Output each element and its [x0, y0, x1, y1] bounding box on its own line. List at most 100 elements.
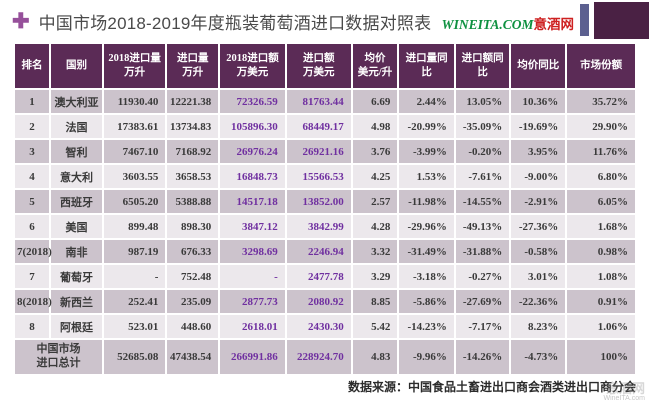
- header-cell: 2018进口额 万美元: [218, 42, 287, 90]
- value-cell: -7.61%: [453, 163, 512, 190]
- value-cell: 752.48: [165, 263, 221, 290]
- value-cell: -14.55%: [453, 188, 512, 215]
- value-cell: 2877.73: [218, 288, 287, 315]
- value-cell: 105896.30: [218, 113, 287, 140]
- watermark-site: WineITA.com: [603, 395, 646, 402]
- value-cell: 13.05%: [453, 88, 512, 115]
- value-cell: 5388.88: [165, 188, 221, 215]
- watermark: 意酒网 WineITA.com: [604, 382, 646, 402]
- total-value-cell: 47438.54: [165, 338, 221, 376]
- value-cell: -0.20%: [453, 138, 512, 165]
- value-cell: 6.69: [350, 88, 400, 115]
- total-row: 中国市场 进口总计 52685.08 47438.54 266991.86 228924…: [13, 338, 637, 376]
- value-cell: -9.00%: [509, 163, 568, 190]
- total-value-cell: -9.96%: [397, 338, 456, 376]
- total-value-cell: -4.73%: [509, 338, 568, 376]
- total-value-cell: 4.83: [350, 338, 400, 376]
- header-cell: 进口额同 比: [453, 42, 512, 90]
- country-cell: 法国: [49, 113, 104, 140]
- value-cell: 235.09: [165, 288, 221, 315]
- value-cell: -11.98%: [397, 188, 456, 215]
- value-cell: 3658.53: [165, 163, 221, 190]
- value-cell: 3847.12: [218, 213, 287, 240]
- table-row: 5 西班牙 6505.20 5388.88 14517.18 13852.00 2.57 -1…: [12, 188, 637, 215]
- value-cell: 1.06%: [565, 313, 637, 340]
- value-cell: 1.53%: [397, 163, 456, 190]
- value-cell: 6505.20: [101, 188, 168, 215]
- value-cell: 987.19: [101, 238, 168, 265]
- watermark-logo: 意酒网: [605, 381, 645, 396]
- total-value-cell: 100%: [565, 338, 637, 376]
- value-cell: 2618.01: [218, 313, 287, 340]
- value-cell: 3.32: [350, 238, 400, 265]
- header-cell: 国别: [49, 42, 104, 90]
- value-cell: 3.01%: [509, 263, 568, 290]
- country-cell: 西班牙: [49, 188, 104, 215]
- value-cell: 0.91%: [565, 288, 637, 315]
- header-cell: 排名: [12, 42, 52, 90]
- value-cell: -14.23%: [397, 313, 456, 340]
- value-cell: -0.27%: [453, 263, 512, 290]
- value-cell: 2477.78: [284, 263, 353, 290]
- value-cell: 3603.55: [101, 163, 168, 190]
- value-cell: -22.36%: [509, 288, 568, 315]
- value-cell: 11.76%: [565, 138, 637, 165]
- value-cell: -2.91%: [509, 188, 568, 215]
- value-cell: -3.18%: [397, 263, 456, 290]
- table-row: 4 意大利 3603.55 3658.53 16848.73 15566.53 4.25 1.…: [12, 163, 637, 190]
- header-cell: 均价 美元/升: [350, 42, 400, 90]
- value-cell: -49.13%: [453, 213, 512, 240]
- value-cell: 7467.10: [101, 138, 168, 165]
- value-cell: 81763.44: [284, 88, 353, 115]
- value-cell: 26921.16: [284, 138, 353, 165]
- country-cell: 意大利: [49, 163, 104, 190]
- corner-square-decoration: [594, 2, 649, 39]
- value-cell: -31.88%: [453, 238, 512, 265]
- value-cell: 13734.83: [165, 113, 221, 140]
- rank-cell: 7(2018): [12, 238, 52, 265]
- value-cell: 17383.61: [101, 113, 168, 140]
- value-cell: -0.58%: [509, 238, 568, 265]
- country-cell: 澳大利亚: [49, 88, 104, 115]
- value-cell: 72326.59: [218, 88, 287, 115]
- value-cell: 68449.17: [284, 113, 353, 140]
- table-row: 3 智利 7467.10 7168.92 26976.24 26921.16 3.76 -3.…: [12, 138, 637, 165]
- value-cell: 2246.94: [284, 238, 353, 265]
- country-cell: 美国: [49, 213, 104, 240]
- value-cell: 13852.00: [284, 188, 353, 215]
- value-cell: 35.72%: [565, 88, 637, 115]
- footer-source: 数据来源：中国食品土畜进出口商会酒类进出口商分会: [347, 380, 636, 394]
- value-cell: 3298.69: [218, 238, 287, 265]
- country-cell: 智利: [49, 138, 104, 165]
- total-value-cell: 52685.08: [101, 338, 168, 376]
- value-cell: -20.99%: [397, 113, 456, 140]
- brand-name-text: 意酒网: [533, 17, 575, 32]
- value-cell: 4.28: [350, 213, 400, 240]
- value-cell: 4.25: [350, 163, 400, 190]
- title-bar: ✚ 中国市场2018-2019年度瓶装葡萄酒进口数据对照表: [12, 6, 431, 36]
- header-cell: 2018进口量 万升: [101, 42, 168, 90]
- table-body: 1 澳大利亚 11930.40 12221.38 72326.59 81763.44 6.6…: [12, 88, 637, 340]
- country-cell: 南非: [49, 238, 104, 265]
- page-title: 中国市场2018-2019年度瓶装葡萄酒进口数据对照表: [38, 13, 432, 33]
- value-cell: -27.69%: [453, 288, 512, 315]
- brand-site-text: WINEITA.COM: [441, 17, 534, 32]
- table-row: 1 澳大利亚 11930.40 12221.38 72326.59 81763.44 6.6…: [12, 88, 637, 115]
- value-cell: 3842.99: [284, 213, 353, 240]
- value-cell: -29.96%: [397, 213, 456, 240]
- value-cell: 898.30: [165, 213, 221, 240]
- total-label-cell: 中国市场 进口总计: [13, 338, 104, 376]
- value-cell: 899.48: [101, 213, 168, 240]
- total-value-cell: 228924.70: [284, 338, 353, 376]
- value-cell: 1.68%: [565, 213, 637, 240]
- value-cell: 10.36%: [509, 88, 568, 115]
- table-row: 7(2018) 南非 987.19 676.33 3298.69 2246.94 3.32-…: [12, 238, 637, 265]
- rank-cell: 7: [12, 263, 52, 290]
- value-cell: 3.29: [350, 263, 400, 290]
- value-cell: 6.80%: [565, 163, 637, 190]
- total-value-cell: -14.26%: [453, 338, 512, 376]
- value-cell: 29.90%: [565, 113, 637, 140]
- import-data-table: 排名 国别 2018进口量 万升 进口量 万升 2018进口额 万美元 进口额 万美元 均价…: [12, 42, 637, 376]
- value-cell: 12221.38: [165, 88, 221, 115]
- value-cell: 16848.73: [218, 163, 287, 190]
